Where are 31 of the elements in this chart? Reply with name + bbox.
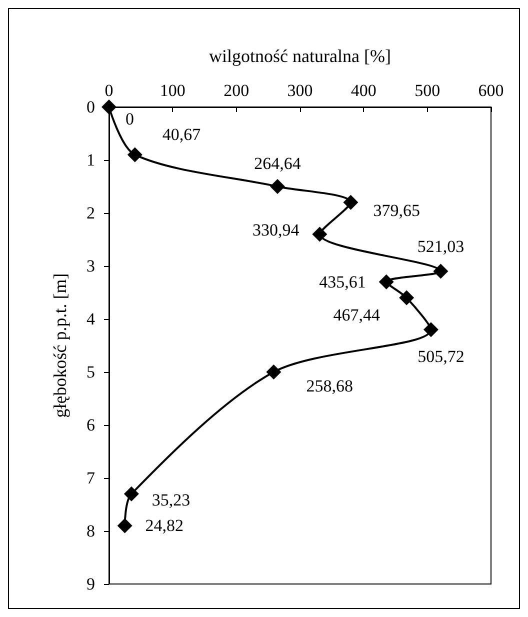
x-tick-label: 200: [224, 81, 250, 100]
y-tick-label: 0: [86, 98, 95, 116]
y-tick-label: 1: [86, 150, 95, 170]
y-tick-label: 8: [86, 522, 95, 540]
x-tick-label: 100: [160, 81, 186, 100]
data-label: 0: [126, 110, 134, 128]
data-label: 435,61: [319, 272, 366, 292]
data-label: 505,72: [418, 347, 464, 366]
y-tick-label: 6: [86, 416, 95, 434]
data-label: 40,67: [162, 125, 202, 144]
data-label: 258,68: [306, 376, 353, 396]
x-tick-label: 500: [414, 81, 440, 100]
x-axis-title: wilgotność naturalna [%]: [209, 46, 391, 66]
x-tick-label: 0: [104, 81, 114, 100]
data-label: 330,94: [252, 220, 300, 240]
y-tick-label: 7: [86, 468, 96, 488]
y-tick-label: 5: [86, 362, 95, 382]
data-label: 264,64: [254, 154, 302, 173]
data-label: 35,23: [152, 490, 190, 510]
x-tick-label: 400: [350, 81, 376, 100]
y-axis-title: głębokość p.p.t. [m]: [50, 273, 70, 418]
data-label: 379,65: [373, 200, 420, 220]
y-tick-label: 4: [86, 310, 96, 328]
data-label: 24,82: [145, 516, 184, 536]
data-label: 521,03: [417, 236, 464, 256]
y-tick-label: 9: [86, 574, 95, 594]
y-tick-label: 3: [86, 256, 95, 276]
x-tick-label: 300: [287, 81, 313, 100]
y-tick-label: 2: [86, 204, 95, 222]
x-tick-label: 600: [478, 81, 504, 100]
data-label: 467,44: [333, 305, 380, 324]
